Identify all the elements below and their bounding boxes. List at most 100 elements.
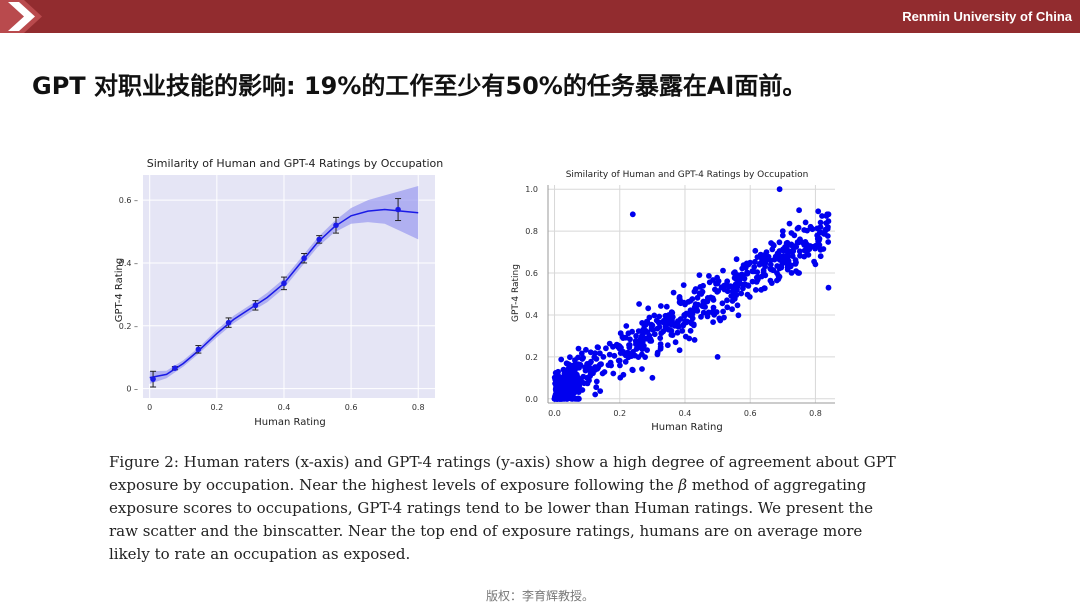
scatter-point	[697, 284, 704, 290]
caption-text: Figure 2: Human raters (x-axis) and GPT-…	[109, 453, 896, 494]
scatter-point	[594, 344, 601, 350]
y-tick-label: 0.2 –	[119, 322, 138, 331]
scatter-point	[797, 252, 803, 259]
scatter-point	[624, 349, 631, 356]
scatter-point	[676, 295, 683, 301]
scatter-point	[746, 294, 753, 300]
scatter-point	[681, 313, 688, 319]
x-tick-label: 0.8	[412, 403, 425, 412]
scatter-point	[649, 374, 656, 381]
scatter-point	[668, 322, 675, 328]
scatter-point	[761, 285, 768, 292]
scatter-point	[637, 336, 644, 343]
scatter-point	[692, 286, 699, 292]
scatter-point	[695, 301, 702, 308]
x-axis-label: Human Rating	[651, 422, 722, 433]
scatter-point	[721, 282, 727, 289]
binscatter-svg: Similarity of Human and GPT-4 Ratings by…	[114, 157, 444, 428]
scatter-point	[768, 240, 774, 246]
scatter-chart: Similarity of Human and GPT-4 Ratings by…	[500, 163, 845, 435]
scatter-point	[617, 362, 623, 369]
scatter-point	[819, 213, 825, 219]
scatter-point	[689, 315, 696, 322]
scatter-point	[717, 317, 724, 324]
scatter-point	[762, 257, 769, 264]
scatter-point	[575, 354, 581, 361]
scatter-point	[587, 349, 594, 356]
scatter-point	[812, 243, 819, 250]
slide-title: GPT 对职业技能的影响: 19%的工作至少有50%的任务暴露在AI面前。	[32, 72, 807, 100]
x-tick-label: 0.6	[744, 409, 757, 418]
x-tick-label: 0.8	[809, 409, 822, 418]
scatter-point	[698, 291, 705, 297]
scatter-point	[581, 380, 587, 387]
chevron-right-icon	[0, 0, 42, 33]
scatter-point	[786, 220, 793, 227]
y-tick-label: 0.6	[525, 269, 538, 278]
scatter-point	[694, 294, 701, 301]
y-tick-label: 1.0	[525, 185, 538, 194]
scatter-point	[744, 269, 750, 276]
scatter-point	[822, 227, 829, 234]
scatter-point	[610, 370, 617, 377]
scatter-point	[588, 358, 594, 365]
scatter-point	[696, 272, 703, 278]
scatter-point	[645, 305, 652, 312]
y-tick-label: 0.0	[525, 395, 538, 404]
scatter-point	[774, 277, 780, 284]
scatter-point	[576, 381, 582, 388]
scatter-point	[605, 362, 612, 368]
scatter-point	[640, 328, 647, 334]
scatter-point	[793, 259, 799, 266]
scatter-point	[700, 299, 707, 305]
scatter-point	[752, 258, 758, 265]
tick-labels: 0.0 0.2 0.4 0.6 0.8 0.0 0.2 0.4 0.6 0.8 1.0	[525, 185, 822, 418]
scatter-point	[654, 351, 661, 358]
scatter-point	[578, 350, 585, 357]
chart-title: Similarity of Human and GPT-4 Ratings by…	[147, 157, 444, 170]
scatter-point	[815, 208, 822, 215]
binned-point	[195, 346, 202, 353]
scatter-point	[660, 328, 667, 335]
scatter-point	[693, 307, 700, 313]
scatter-point	[682, 301, 688, 308]
scatter-point	[796, 270, 802, 276]
scatter-point	[675, 323, 682, 330]
scatter-point	[691, 337, 698, 343]
scatter-point	[731, 270, 737, 276]
scatter-point	[779, 232, 786, 239]
scatter-point	[616, 343, 623, 350]
scatter-point	[632, 352, 638, 359]
scatter-point	[591, 354, 598, 361]
y-axis-label: GPT-4 Rating	[114, 258, 125, 322]
scatter-point	[724, 288, 731, 295]
scatter-point	[664, 342, 671, 349]
x-tick-label: 0.6	[345, 403, 358, 412]
scatter-point	[672, 339, 679, 346]
scatter-point	[802, 239, 809, 245]
scatter-point	[567, 374, 574, 381]
scatter-point	[710, 319, 716, 325]
scatter-point	[657, 344, 664, 350]
scatter-point	[714, 288, 721, 295]
scatter-point	[597, 388, 604, 394]
scatter-point	[627, 336, 633, 343]
scatter-point	[658, 303, 664, 309]
scatter-point	[633, 333, 639, 339]
scatter-point	[611, 352, 618, 359]
scatter-point	[817, 253, 824, 260]
x-tick-label: 0.0	[548, 409, 561, 418]
scatter-point	[558, 356, 565, 363]
scatter-point	[740, 283, 747, 289]
scatter-point	[573, 376, 580, 383]
scatter-point	[719, 300, 726, 307]
binned-point	[395, 206, 401, 213]
scatter-point	[651, 331, 658, 338]
x-tick-label: 0.4	[278, 403, 291, 412]
scatter-point	[705, 296, 711, 302]
scatter-point	[775, 272, 782, 279]
scatter-point	[751, 264, 758, 270]
binned-point	[281, 280, 287, 287]
scatter-point	[597, 350, 603, 357]
scatter-point	[767, 257, 774, 264]
